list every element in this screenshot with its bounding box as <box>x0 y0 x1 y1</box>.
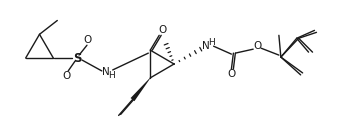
Text: N: N <box>202 41 210 51</box>
Text: S: S <box>73 52 81 65</box>
Text: O: O <box>158 25 166 35</box>
Text: O: O <box>84 35 92 45</box>
Text: H: H <box>108 71 115 80</box>
Polygon shape <box>131 78 150 101</box>
Text: H: H <box>208 38 215 47</box>
Text: O: O <box>253 41 261 51</box>
Text: N: N <box>102 67 110 77</box>
Text: O: O <box>62 71 70 81</box>
Text: O: O <box>227 69 235 79</box>
